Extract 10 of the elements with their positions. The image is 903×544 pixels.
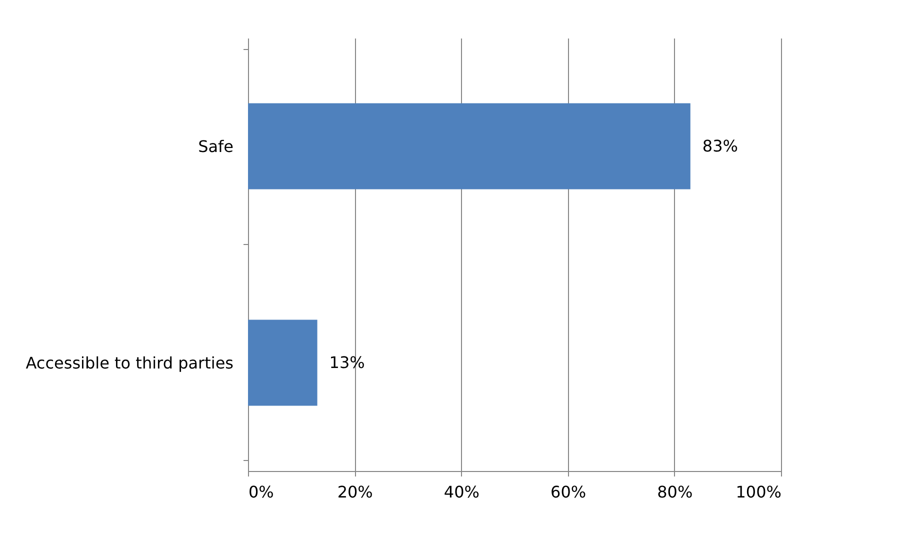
data-label: 83% [702,136,738,156]
x-tick-label: 20% [337,482,373,502]
x-tick-label: 60% [550,482,586,502]
x-tick-label: 0% [248,482,274,502]
y-tick-label: Accessible to third parties [26,353,234,372]
x-tick-label: 80% [657,482,693,502]
x-tick-label: 100% [736,482,782,502]
y-tick-label: Safe [198,136,234,156]
x-tick-label: 40% [444,482,480,502]
data-label: 13% [329,352,365,372]
